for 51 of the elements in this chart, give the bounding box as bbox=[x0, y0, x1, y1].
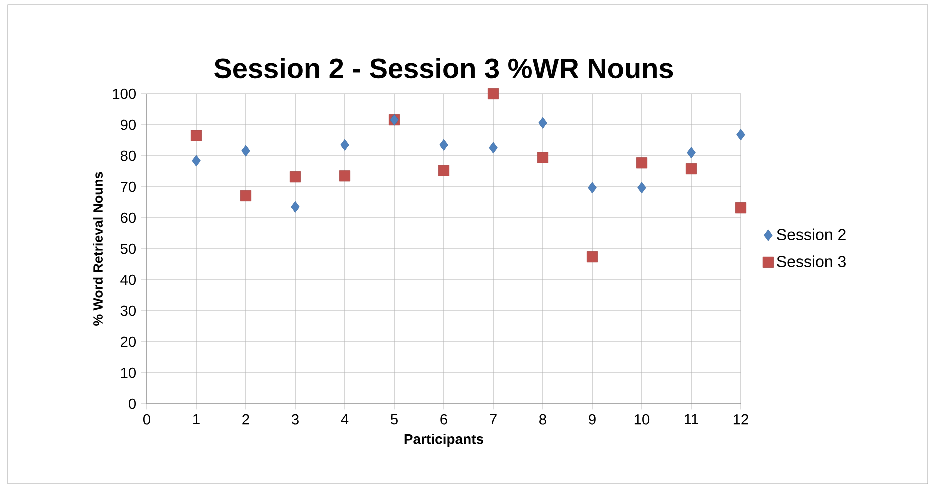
y-tick-label: 100 bbox=[113, 88, 136, 100]
point bbox=[240, 190, 252, 202]
point bbox=[340, 139, 350, 151]
point bbox=[638, 182, 646, 194]
x-tick-label: 6 bbox=[440, 414, 448, 425]
y-axis-title: % Word Retrieval Nouns bbox=[93, 172, 103, 326]
point bbox=[291, 201, 300, 213]
y-tick-label: 80 bbox=[120, 150, 136, 162]
legend-label: Session 3 bbox=[777, 256, 846, 268]
point bbox=[686, 163, 698, 175]
x-tick-label: 2 bbox=[242, 414, 250, 425]
y-tick-label: 30 bbox=[120, 306, 136, 316]
point bbox=[488, 88, 500, 100]
point bbox=[339, 170, 351, 182]
point bbox=[440, 139, 448, 151]
point bbox=[538, 117, 548, 129]
x-tick-label: 3 bbox=[292, 414, 299, 425]
x-tick-label: 9 bbox=[589, 414, 596, 425]
y-tick-label: 10 bbox=[121, 368, 136, 378]
x-tick-label: 7 bbox=[490, 414, 497, 424]
x-tick-label: 8 bbox=[540, 414, 546, 425]
point bbox=[636, 158, 648, 169]
point bbox=[438, 165, 450, 176]
point bbox=[735, 202, 747, 214]
point bbox=[736, 129, 746, 141]
point bbox=[190, 130, 202, 142]
point bbox=[242, 145, 250, 157]
y-tick-label: 0 bbox=[129, 398, 136, 410]
y-tick-label: 40 bbox=[120, 274, 136, 286]
legend-label: Session 2 bbox=[777, 228, 846, 240]
x-tick-label: 11 bbox=[685, 414, 698, 424]
point bbox=[537, 152, 549, 164]
chart-title: Session 2 - Session 3 %WR Nouns bbox=[214, 58, 674, 79]
point bbox=[290, 172, 302, 183]
x-tick-label: 12 bbox=[734, 414, 748, 425]
x-tick-label: 5 bbox=[391, 414, 398, 425]
x-tick-label: 1 bbox=[194, 414, 200, 424]
y-tick-label: 70 bbox=[121, 182, 136, 192]
y-tick-label: 60 bbox=[121, 212, 136, 224]
point bbox=[588, 182, 597, 194]
point bbox=[687, 147, 696, 159]
x-tick-label: 4 bbox=[341, 414, 349, 424]
x-axis-title: Participants bbox=[404, 434, 484, 447]
x-tick-label: 10 bbox=[634, 414, 650, 425]
y-tick-label: 90 bbox=[120, 120, 136, 130]
point bbox=[489, 142, 498, 154]
y-tick-label: 20 bbox=[121, 336, 136, 348]
y-tick-label: 50 bbox=[120, 244, 136, 254]
point bbox=[586, 252, 598, 263]
point bbox=[192, 155, 201, 167]
x-tick-label: 0 bbox=[143, 414, 150, 425]
